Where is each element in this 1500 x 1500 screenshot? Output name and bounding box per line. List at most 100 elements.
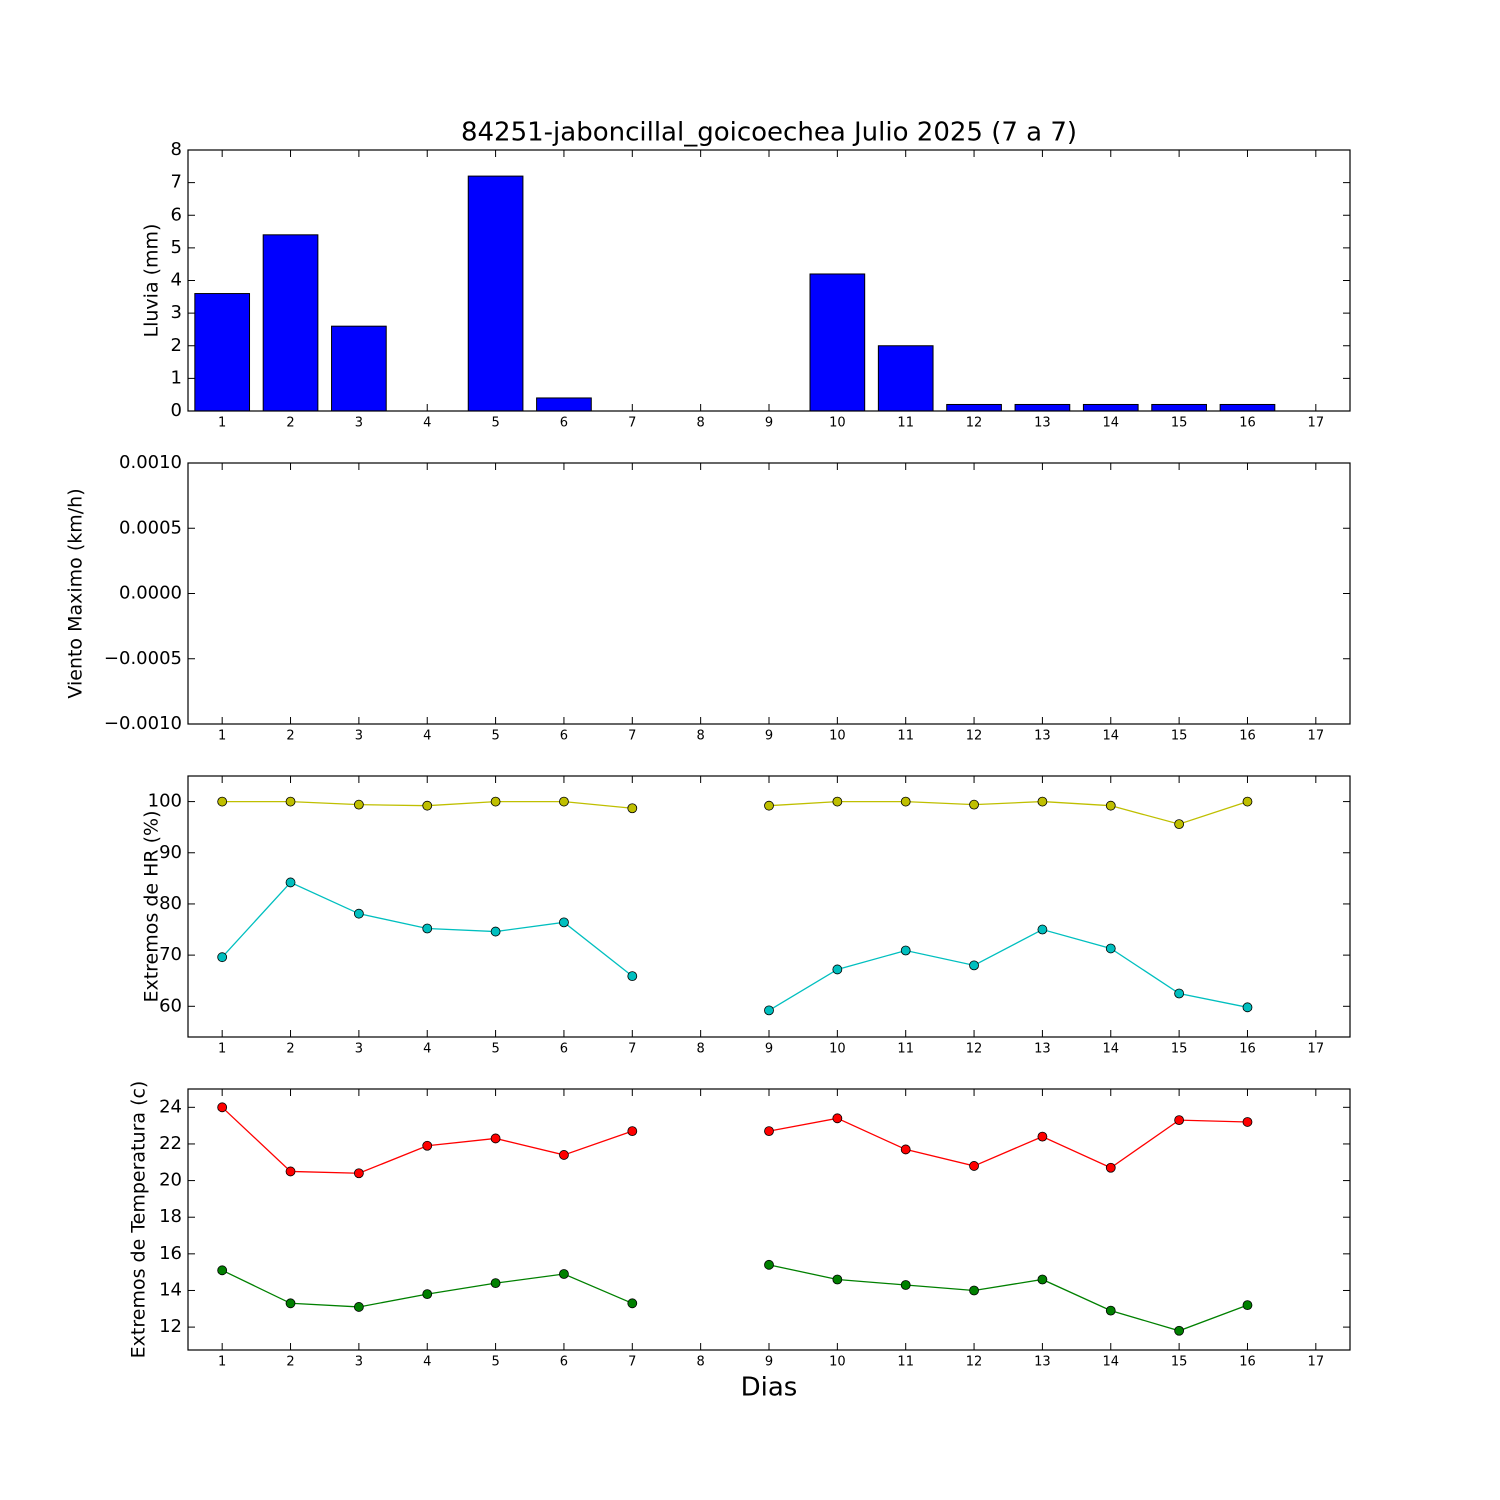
y-tick-label: 90 — [159, 842, 182, 863]
x-tick-label: 5 — [491, 416, 499, 431]
y-tick-label: 20 — [159, 1170, 182, 1191]
x-tick-label: 4 — [423, 416, 431, 431]
y-tick-label: 1 — [171, 367, 182, 388]
x-tick-label: 13 — [1034, 416, 1051, 431]
x-tick-label: 13 — [1034, 729, 1051, 744]
marker — [285, 877, 296, 888]
y-tick-label: 0.0005 — [119, 517, 182, 538]
marker — [422, 923, 433, 934]
bar — [1151, 403, 1207, 412]
x-tick-label: 4 — [423, 1355, 431, 1370]
marker — [1174, 1325, 1185, 1336]
x-tick-label: 2 — [286, 416, 294, 431]
x-tick-label: 16 — [1239, 1355, 1256, 1370]
marker — [217, 1102, 228, 1113]
x-tick-label: 4 — [423, 1042, 431, 1057]
y-tick-label: 12 — [159, 1316, 182, 1337]
marker — [969, 1161, 979, 1171]
marker — [832, 796, 843, 807]
x-tick-label: 13 — [1034, 1042, 1051, 1057]
y-tick-label: −0.0005 — [104, 648, 182, 669]
marker — [559, 796, 569, 807]
x-tick-label: 17 — [1308, 416, 1325, 431]
chart-title: 84251-jaboncillal_goicoechea Julio 2025 … — [461, 118, 1077, 148]
marker — [422, 1140, 433, 1151]
x-tick-label: 5 — [491, 1355, 499, 1370]
marker — [900, 1280, 911, 1290]
x-tick-label: 9 — [765, 416, 773, 431]
marker — [1242, 1300, 1253, 1311]
bar — [877, 345, 934, 412]
x-tick-label: 12 — [966, 729, 983, 744]
y-axis-label: Extremos de Temperatura (c) — [128, 1081, 150, 1359]
x-tick-label: 11 — [897, 416, 914, 431]
x-tick-label: 8 — [697, 729, 705, 744]
y-tick-label: 0.0010 — [119, 452, 182, 473]
y-tick-label: 5 — [171, 237, 182, 258]
x-tick-label: 16 — [1239, 416, 1256, 431]
marker — [285, 1298, 296, 1309]
x-tick-label: 7 — [628, 416, 636, 431]
x-tick-label: 13 — [1034, 1355, 1051, 1370]
marker — [832, 1113, 843, 1124]
y-tick-label: 8 — [171, 139, 182, 160]
x-tick-label: 12 — [966, 416, 983, 431]
marker — [900, 1144, 911, 1155]
marker — [1174, 988, 1185, 999]
y-tick-label: −0.0010 — [104, 713, 182, 734]
x-tick-label: 1 — [218, 1355, 226, 1370]
x-tick-label: 15 — [1171, 416, 1188, 431]
marker — [1037, 1274, 1048, 1285]
x-tick-label: 12 — [966, 1355, 983, 1370]
bar — [946, 403, 1002, 412]
x-tick-label: 11 — [897, 1042, 914, 1057]
bar — [809, 273, 866, 412]
marker — [1105, 800, 1116, 811]
y-tick-label: 24 — [159, 1096, 182, 1117]
marker — [1174, 819, 1185, 830]
x-tick-label: 2 — [286, 1355, 294, 1370]
x-tick-label: 9 — [765, 729, 773, 744]
bar — [536, 397, 592, 412]
marker — [490, 1133, 501, 1144]
x-tick-label: 7 — [628, 1042, 636, 1057]
y-tick-label: 4 — [171, 270, 182, 291]
marker — [1105, 943, 1116, 954]
x-tick-label: 3 — [355, 1355, 363, 1370]
x-tick-label: 3 — [355, 1042, 363, 1057]
marker — [764, 800, 774, 811]
marker — [559, 1150, 569, 1160]
marker — [559, 1269, 569, 1279]
marker — [900, 796, 911, 807]
marker — [353, 799, 364, 810]
y-tick-label: 22 — [159, 1133, 182, 1154]
marker — [832, 1274, 843, 1285]
x-tick-label: 2 — [286, 729, 294, 744]
x-tick-label: 17 — [1308, 729, 1325, 744]
marker — [1105, 1305, 1116, 1316]
marker — [353, 908, 364, 919]
x-tick-label: 8 — [697, 1355, 705, 1370]
marker — [353, 1302, 364, 1312]
marker — [1105, 1162, 1116, 1173]
y-tick-label: 7 — [171, 172, 182, 193]
plot-frame — [187, 1088, 1351, 1351]
y-tick-label: 80 — [159, 893, 182, 914]
x-tick-label: 14 — [1102, 729, 1119, 744]
marker — [1242, 1002, 1253, 1013]
x-tick-label: 6 — [560, 1042, 568, 1057]
marker — [217, 796, 228, 807]
x-tick-label: 16 — [1239, 729, 1256, 744]
marker — [969, 799, 979, 810]
x-tick-label: 14 — [1102, 1042, 1119, 1057]
x-tick-label: 11 — [897, 729, 914, 744]
marker — [1242, 796, 1253, 807]
bar — [194, 293, 251, 412]
x-tick-label: 6 — [560, 1355, 568, 1370]
marker — [1037, 1131, 1048, 1142]
marker — [1037, 796, 1048, 807]
marker — [353, 1168, 364, 1179]
x-tick-label: 6 — [560, 729, 568, 744]
marker — [1174, 1115, 1185, 1126]
x-tick-label: 1 — [218, 1042, 226, 1057]
